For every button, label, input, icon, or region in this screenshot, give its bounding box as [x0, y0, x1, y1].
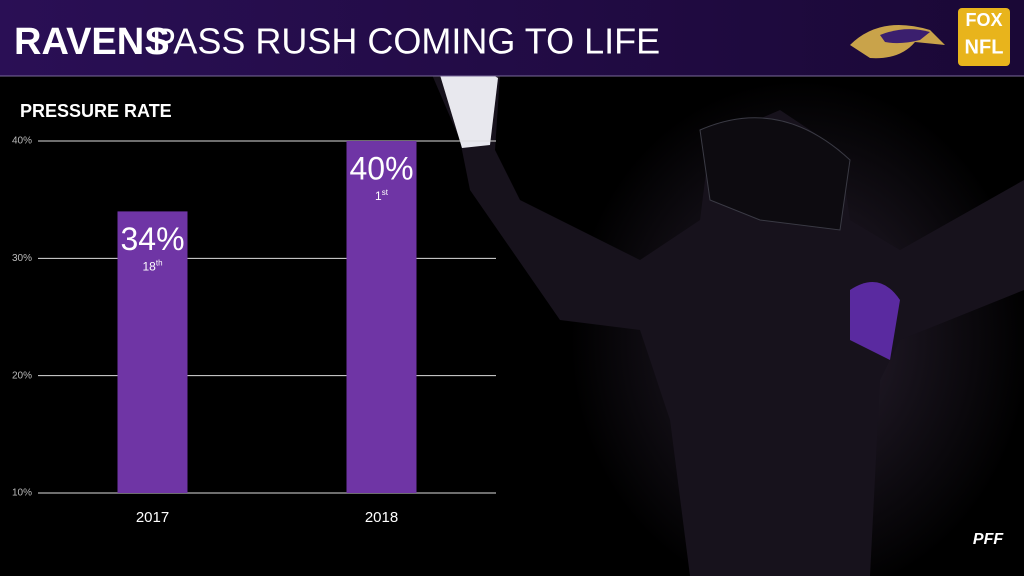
rank-label: 18th	[142, 259, 162, 274]
rank-number: 1	[375, 189, 382, 203]
pff-logo: PFF	[973, 531, 1004, 548]
y-tick-label: 30%	[12, 253, 32, 264]
x-tick-label: 2018	[365, 509, 398, 526]
player-photo	[430, 60, 1024, 576]
fox-logo: FOX	[965, 10, 1002, 30]
x-tick-label: 2017	[136, 509, 169, 526]
value-label: 34%	[120, 221, 184, 257]
nfl-logo: NFL	[965, 36, 1004, 58]
value-label: 40%	[349, 150, 413, 186]
header-band	[0, 0, 1024, 76]
y-axis-label: PRESSURE RATE	[20, 101, 172, 121]
ravens-logo	[850, 25, 945, 59]
chart-title: RAVENS	[14, 21, 170, 63]
bar	[346, 141, 417, 493]
nfl-badge	[958, 8, 1010, 66]
y-tick-label: 20%	[12, 370, 32, 381]
rank-number: 18	[142, 260, 156, 274]
rank-suffix: th	[156, 259, 163, 268]
y-tick-label: 40%	[12, 136, 32, 147]
rank-suffix: st	[382, 188, 389, 197]
rank-label: 1st	[375, 188, 389, 203]
bar	[117, 211, 188, 493]
y-tick-label: 10%	[12, 488, 32, 499]
chart-subtitle: PASS RUSH COMING TO LIFE	[152, 21, 660, 62]
